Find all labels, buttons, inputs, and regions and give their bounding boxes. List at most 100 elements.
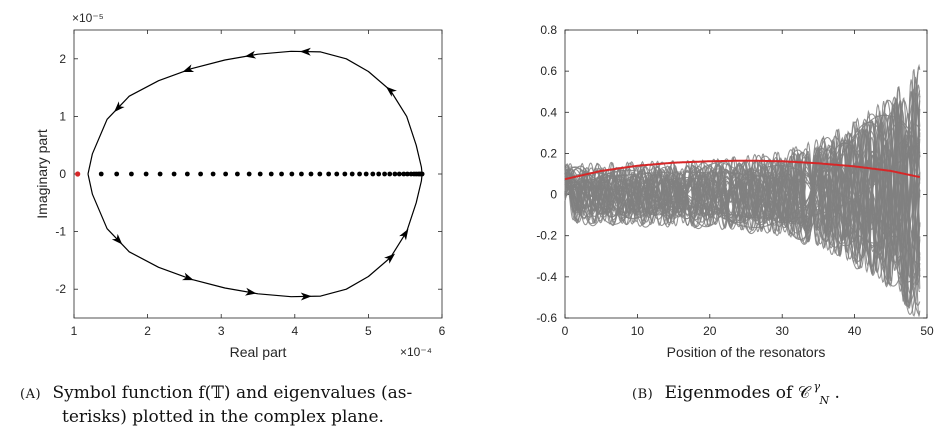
y-tick-label: 0 bbox=[59, 167, 66, 181]
eigenmode-line bbox=[564, 79, 921, 305]
panel-a-xlabel: Real part bbox=[230, 344, 287, 360]
caption-b-line: (B) Eigenmodes of 𝒞 γ N . bbox=[632, 375, 840, 409]
eigenvalue-point bbox=[246, 171, 252, 177]
x-tick-label: 50 bbox=[920, 324, 934, 338]
caption-a-line1: (A) Symbol function f(𝕋) and eigenvalues… bbox=[20, 383, 412, 403]
y-tick-label: -0.6 bbox=[536, 311, 557, 325]
curve-arrow bbox=[182, 64, 195, 72]
panel-a-y-exponent: ×10⁻⁵ bbox=[72, 11, 104, 25]
eigenvalue-point bbox=[392, 171, 398, 177]
curve-arrow bbox=[114, 101, 125, 113]
eigenvalue-point bbox=[382, 171, 387, 177]
caption-b: (B) Eigenmodes of 𝒞 γ N . bbox=[632, 375, 840, 409]
eigenvalue-point bbox=[299, 171, 304, 177]
x-tick-label: 30 bbox=[776, 324, 790, 338]
eigenmode-line bbox=[564, 132, 921, 270]
panel-a-ylabel: Imaginary part bbox=[34, 129, 50, 219]
y-tick-label: -1 bbox=[55, 225, 66, 239]
caption-b-text: Eigenmodes of 𝒞 bbox=[665, 383, 812, 403]
eigenvalue-point bbox=[114, 171, 120, 177]
panel-a-x-exponent: ×10⁻⁴ bbox=[400, 345, 432, 359]
panel-b-x-ticks: 0 10 20 30 40 50 bbox=[562, 30, 934, 338]
eigenvalue-points bbox=[75, 171, 425, 177]
curve-arrows bbox=[111, 47, 409, 301]
eigenvalue-point bbox=[171, 171, 177, 177]
eigenvalue-point bbox=[98, 171, 104, 177]
curve-arrow bbox=[299, 47, 311, 56]
caption-a-label: (A) bbox=[20, 387, 41, 402]
x-tick-label: 20 bbox=[703, 324, 717, 338]
eigenvalue-point bbox=[257, 171, 263, 177]
eigenvalue-point bbox=[363, 171, 369, 177]
caption-b-period: . bbox=[835, 383, 840, 403]
eigenvalue-point bbox=[289, 171, 295, 177]
highlighted-mode bbox=[564, 159, 921, 181]
eigenvalue-point bbox=[268, 171, 274, 177]
eigenvalue-point bbox=[376, 171, 382, 177]
eigenvalue-point bbox=[326, 171, 332, 177]
y-tick-label: -0.2 bbox=[536, 229, 557, 243]
caption-a-line2: terisks) plotted in the complex plane. bbox=[62, 407, 384, 427]
y-tick-label: 0.6 bbox=[540, 64, 557, 78]
panel-a-x-ticks: 1 2 3 4 5 6 bbox=[71, 30, 446, 338]
eigenvalue-point bbox=[317, 171, 323, 177]
eigenvalue-point bbox=[279, 171, 284, 177]
curve-arrow bbox=[244, 50, 257, 59]
eigenmode-line bbox=[564, 69, 921, 300]
eigenvalue-point bbox=[342, 171, 348, 177]
curve-arrow bbox=[384, 253, 396, 264]
eigenvalue-point bbox=[396, 171, 402, 177]
eigenvalue-point bbox=[234, 171, 240, 177]
y-tick-label: 1 bbox=[59, 109, 66, 123]
x-tick-label: 10 bbox=[631, 324, 645, 338]
x-tick-label: 4 bbox=[291, 324, 298, 338]
eigenvalue-point bbox=[401, 171, 407, 177]
eigenvalue-point bbox=[129, 171, 134, 177]
caption-b-super: γ bbox=[814, 380, 821, 393]
x-tick-label: 40 bbox=[848, 324, 862, 338]
eigenvalue-point bbox=[387, 171, 393, 177]
eigenvalue-point bbox=[157, 171, 163, 177]
eigenvalue-point bbox=[357, 171, 362, 177]
caption-a-text-1: Symbol function f(𝕋) and eigenvalues (as… bbox=[52, 383, 412, 403]
eigenvalue-point bbox=[143, 171, 149, 177]
eigenvalue-point bbox=[184, 171, 190, 177]
eigenvalue-point bbox=[370, 171, 376, 177]
x-tick-label: 2 bbox=[144, 324, 151, 338]
eigenvalue-point bbox=[308, 171, 314, 177]
x-tick-label: 3 bbox=[218, 324, 225, 338]
caption-a: (A) Symbol function f(𝕋) and eigenvalues… bbox=[20, 383, 412, 427]
x-tick-label: 0 bbox=[562, 324, 569, 338]
eigenvalue-point bbox=[419, 171, 425, 177]
x-tick-label: 1 bbox=[71, 324, 78, 338]
eigenmode-lines bbox=[564, 63, 921, 317]
curve-arrow bbox=[111, 233, 123, 245]
x-tick-label: 6 bbox=[439, 324, 446, 338]
eigenvalue-point bbox=[198, 171, 203, 177]
eigenvalue-point bbox=[349, 171, 355, 177]
y-tick-label: 2 bbox=[59, 52, 66, 66]
y-tick-label: 0.4 bbox=[540, 105, 557, 119]
eigenvalue-point bbox=[223, 171, 229, 177]
y-tick-label: -2 bbox=[55, 282, 66, 296]
eigenvalue-point-first bbox=[75, 171, 81, 177]
curve-arrow bbox=[244, 287, 257, 296]
panel-b-xlabel: Position of the resonators bbox=[667, 344, 826, 360]
panel-b-y-ticks: -0.6 -0.4 -0.2 0 0.2 0.4 0.6 0.8 bbox=[536, 23, 927, 325]
y-tick-label: -0.4 bbox=[536, 270, 557, 284]
highlighted-mode-line bbox=[564, 159, 921, 181]
curve-arrow bbox=[300, 292, 312, 301]
eigenvalue-point bbox=[405, 171, 410, 177]
panel-a-y-ticks: -2 -1 0 1 2 bbox=[55, 52, 442, 296]
curve-arrow bbox=[182, 272, 194, 281]
x-tick-label: 5 bbox=[365, 324, 372, 338]
curve-arrow bbox=[399, 228, 409, 241]
y-tick-label: 0.8 bbox=[540, 23, 557, 37]
eigenmode-line bbox=[564, 142, 921, 239]
y-tick-label: 0 bbox=[550, 188, 557, 202]
y-tick-label: 0.2 bbox=[540, 146, 557, 160]
panel-b: 0 10 20 30 40 50 -0.6 -0.4 -0.2 0 0.2 0.4 0.6 0.8 Po… bbox=[536, 23, 934, 360]
eigenvalue-point bbox=[334, 171, 340, 177]
